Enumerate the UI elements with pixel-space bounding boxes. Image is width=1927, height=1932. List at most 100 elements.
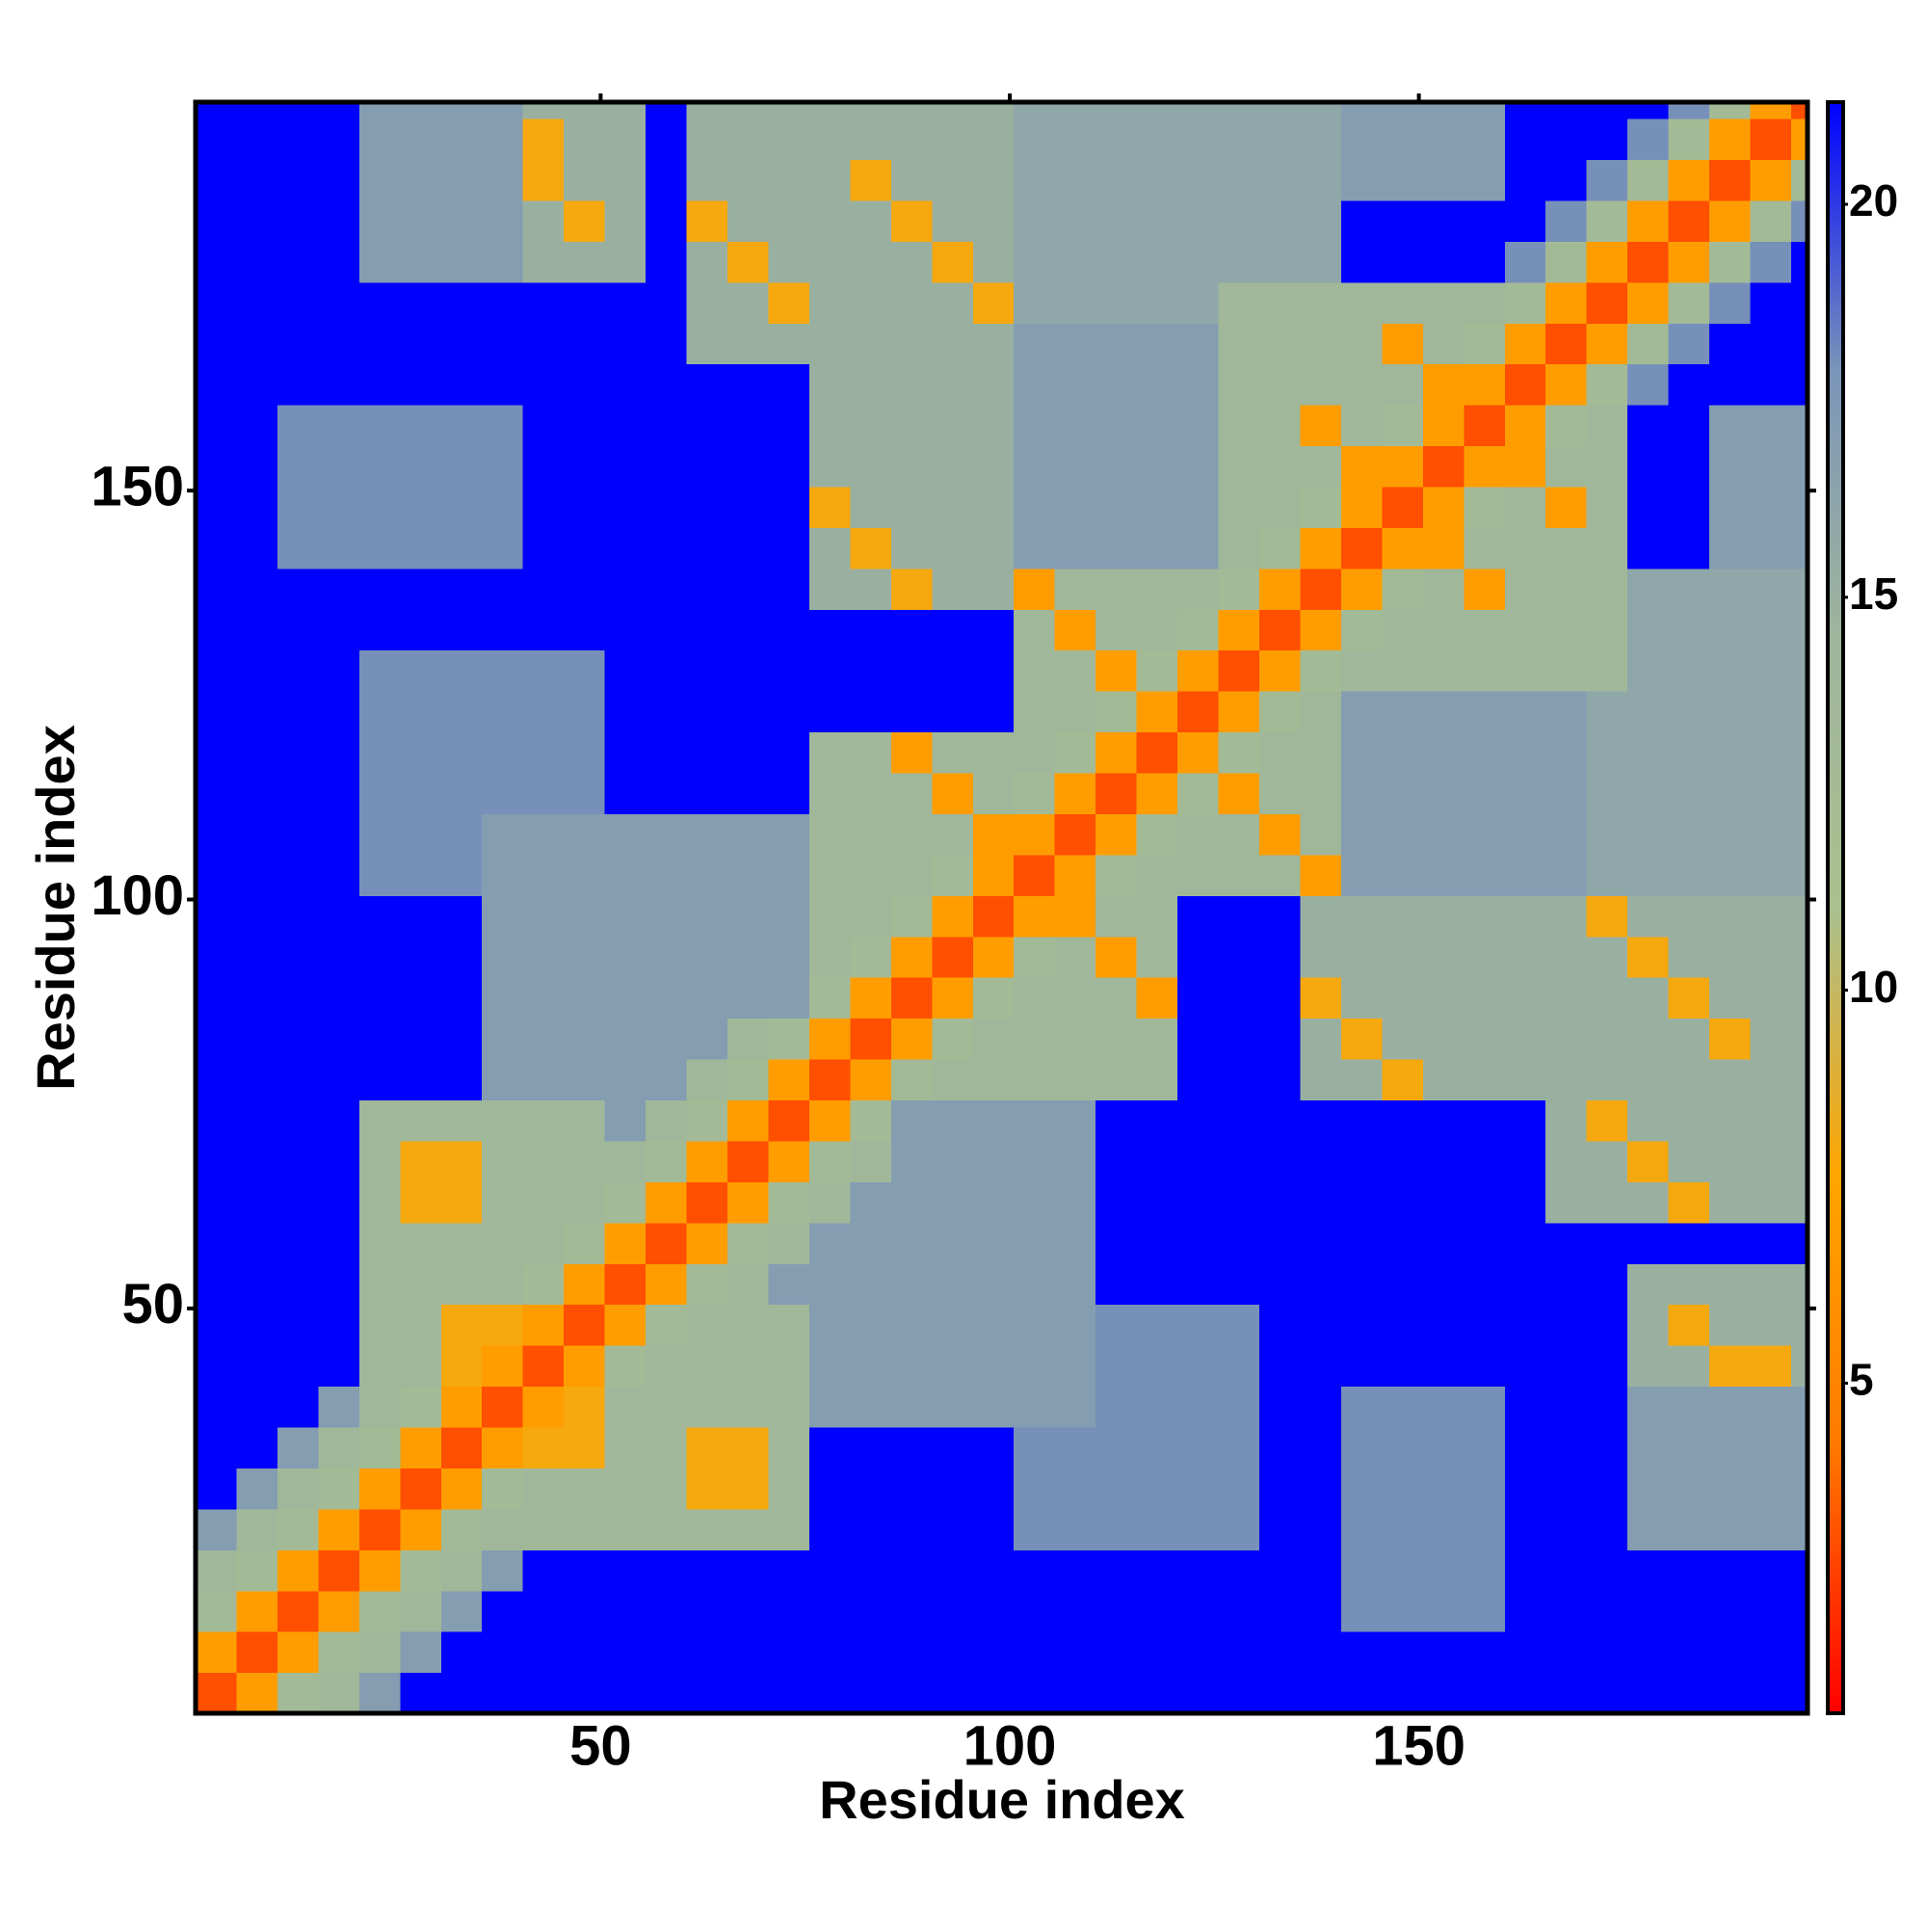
heatmap-cell — [1340, 936, 1383, 978]
heatmap-cell — [972, 1631, 1015, 1674]
heatmap-cell — [440, 1386, 483, 1428]
heatmap-cell — [1668, 159, 1710, 201]
heatmap-cell — [932, 1345, 974, 1388]
heatmap-cell — [850, 1386, 892, 1428]
heatmap-cell — [768, 1304, 810, 1346]
heatmap-cell — [1218, 1018, 1260, 1060]
heatmap-cell — [1627, 159, 1670, 201]
heatmap-cell — [1177, 1304, 1220, 1346]
heatmap-cell — [1422, 241, 1465, 283]
heatmap-cell — [1136, 159, 1178, 201]
heatmap-cell — [604, 691, 647, 733]
heatmap-cell — [1054, 568, 1096, 610]
heatmap-cell — [768, 1508, 810, 1550]
heatmap-cell — [564, 854, 606, 896]
heatmap-cell — [1545, 895, 1588, 938]
heatmap-cell — [768, 118, 810, 161]
heatmap-cell — [1300, 1426, 1342, 1469]
heatmap-cell — [482, 102, 524, 119]
heatmap-cell — [727, 323, 770, 365]
heatmap-cell — [277, 241, 319, 283]
heatmap-cell — [400, 527, 442, 569]
heatmap-cell — [1300, 1386, 1342, 1428]
heatmap-cell — [1627, 1508, 1670, 1550]
heatmap-cell — [1300, 445, 1342, 488]
heatmap-cell — [604, 1140, 647, 1182]
heatmap-cell — [1259, 1181, 1302, 1224]
heatmap-cell — [1750, 1672, 1792, 1714]
heatmap-cell — [646, 895, 688, 938]
heatmap-cell — [727, 159, 770, 201]
heatmap-cell — [686, 568, 728, 610]
heatmap-cell — [1177, 977, 1220, 1019]
heatmap-cell — [1627, 1386, 1670, 1428]
heatmap-cell — [482, 323, 524, 365]
heatmap-cell — [850, 1304, 892, 1346]
heatmap-cell — [1627, 1426, 1670, 1469]
heatmap-cell — [358, 936, 401, 978]
heatmap-cell — [1340, 241, 1383, 283]
heatmap-cell — [1054, 527, 1096, 569]
heatmap-cell — [727, 1018, 770, 1060]
heatmap-cell — [972, 159, 1015, 201]
heatmap-cell — [1259, 445, 1302, 488]
colorbar-tick-label: 5 — [1849, 1355, 1874, 1405]
heatmap-cell — [1464, 895, 1506, 938]
heatmap-cell — [1382, 159, 1424, 201]
heatmap-cell — [482, 1426, 524, 1469]
heatmap-cell — [318, 936, 360, 978]
heatmap-cell — [358, 241, 401, 283]
heatmap-cell — [972, 445, 1015, 488]
heatmap-cell — [1504, 1590, 1546, 1632]
heatmap-cell — [1627, 102, 1670, 119]
heatmap-cell — [1340, 118, 1383, 161]
heatmap-cell — [1422, 1508, 1465, 1550]
heatmap-cell — [400, 895, 442, 938]
heatmap-cell — [564, 241, 606, 283]
heatmap-cell — [1095, 895, 1138, 938]
heatmap-cell — [1382, 977, 1424, 1019]
heatmap-cell — [522, 199, 565, 242]
heatmap-cell — [1791, 445, 1808, 488]
heatmap-cell — [1054, 1672, 1096, 1714]
heatmap-cell — [482, 691, 524, 733]
heatmap-cell — [1464, 1590, 1506, 1632]
heatmap-cell — [1545, 1672, 1588, 1714]
heatmap-cell — [1014, 1468, 1056, 1510]
heatmap-cell — [318, 1508, 360, 1550]
heatmap-cell — [1300, 199, 1342, 242]
heatmap-cell — [236, 568, 278, 610]
heatmap-cell — [196, 813, 238, 856]
heatmap-cell — [358, 649, 401, 692]
heatmap-cell — [400, 159, 442, 201]
heatmap-cell — [318, 731, 360, 774]
heatmap-cell — [400, 1222, 442, 1264]
heatmap-cell — [196, 1468, 238, 1510]
heatmap-cell — [850, 895, 892, 938]
heatmap-cell — [236, 731, 278, 774]
heatmap-cell — [1095, 1426, 1138, 1469]
heatmap-cell — [1218, 854, 1260, 896]
heatmap-cell — [1218, 1345, 1260, 1388]
heatmap-cell — [972, 1222, 1015, 1264]
heatmap-cell — [972, 1140, 1015, 1182]
heatmap-cell — [1300, 1508, 1342, 1550]
heatmap-cell — [1014, 323, 1056, 365]
heatmap-cell — [1422, 1263, 1465, 1306]
heatmap-cell — [1382, 649, 1424, 692]
heatmap-cell — [1586, 609, 1628, 651]
heatmap-cell — [1177, 1018, 1220, 1060]
heatmap-cell — [932, 609, 974, 651]
heatmap-cell — [1177, 813, 1220, 856]
heatmap-cell — [1422, 772, 1465, 814]
heatmap-cell — [236, 363, 278, 406]
heatmap-cell — [1340, 1590, 1383, 1632]
heatmap-cell — [358, 568, 401, 610]
heatmap-cell — [440, 772, 483, 814]
heatmap-cell — [1095, 445, 1138, 488]
heatmap-cell — [850, 1099, 892, 1142]
heatmap-cell — [1177, 1590, 1220, 1632]
heatmap-cell — [358, 281, 401, 324]
heatmap-cell — [1668, 649, 1710, 692]
heatmap-cell — [318, 323, 360, 365]
